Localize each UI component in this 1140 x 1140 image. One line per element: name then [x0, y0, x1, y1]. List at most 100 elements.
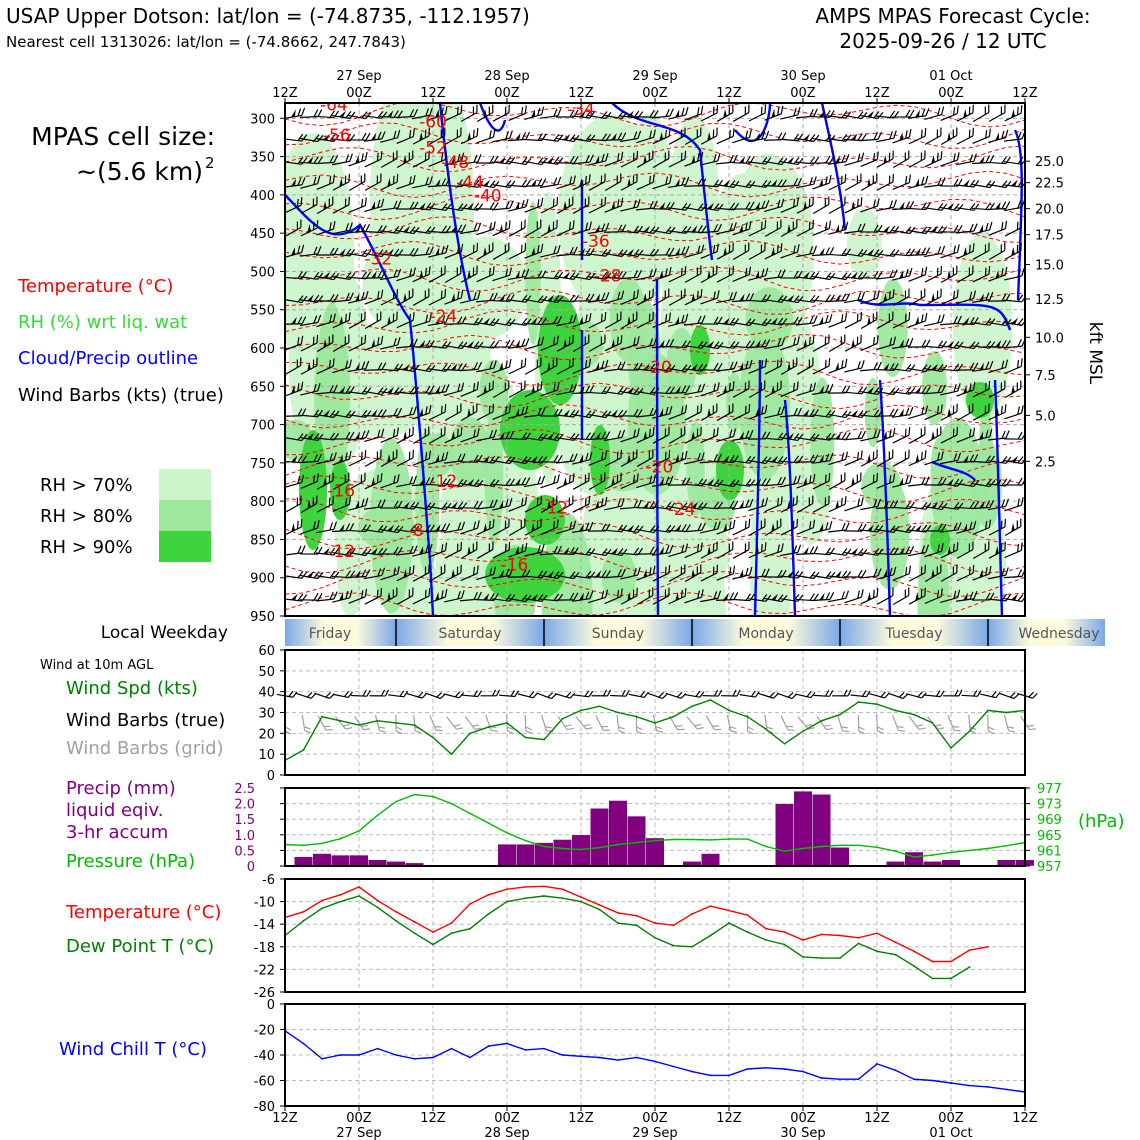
wind-barb: [876, 566, 897, 580]
wind-barb: [604, 173, 622, 192]
wind-barb: [604, 335, 623, 352]
wind-barb: [908, 312, 928, 328]
wind-barb: [285, 133, 308, 142]
dewpoint-line-point: [820, 957, 823, 959]
wind-barb: [539, 271, 564, 280]
wind10-true-barb: [443, 691, 465, 699]
wind-barb: [652, 426, 670, 444]
wind-barb: [332, 472, 350, 491]
y-tick-label: 0: [267, 769, 275, 784]
wind-barb: [300, 196, 318, 214]
isotherm: [285, 498, 1025, 524]
wind-barb: [507, 294, 532, 303]
pressure-line-point: [321, 842, 323, 845]
wind-barb: [651, 108, 674, 119]
wind-barb: [588, 111, 612, 120]
isotherm: [285, 266, 1025, 292]
wind-barb: [764, 105, 784, 121]
dewpoint-line-point: [302, 919, 305, 922]
wind-barb: [988, 567, 1009, 580]
y-tick-label: -40: [254, 1049, 275, 1064]
dewpoint-line-point: [376, 906, 379, 909]
isotherm-label: -56: [323, 126, 351, 146]
wind-barb: [908, 226, 932, 235]
wind-barb: [923, 384, 946, 395]
wind-barb: [844, 197, 863, 214]
wind-barb: [443, 363, 467, 372]
isotherm: [285, 592, 1025, 616]
wind-barb: [668, 364, 692, 373]
wind-barb: [924, 314, 945, 327]
wind-barb: [492, 358, 512, 374]
wind-barb: [700, 564, 719, 582]
wind-barb: [636, 337, 657, 350]
wind-barb: [780, 544, 802, 557]
wind-barb: [523, 407, 546, 418]
wind-barb: [508, 542, 528, 558]
wind-barb: [588, 410, 612, 419]
wind-barb: [460, 242, 479, 260]
isotherm: [285, 360, 1025, 386]
wind-barb: [860, 311, 878, 329]
wind-barb: [748, 380, 766, 399]
wind-barb: [780, 294, 804, 304]
cell-size-label: MPAS cell size:: [31, 122, 215, 151]
isotherm-label: -36: [582, 232, 610, 252]
wind-barb: [444, 590, 465, 603]
wind-barb: [1004, 219, 1023, 237]
dewpoint-line-point: [339, 900, 342, 903]
precip-bar: [904, 851, 924, 867]
wind-barb: [795, 108, 818, 119]
wind-barb: [907, 386, 931, 394]
wind-barb: [1003, 179, 1025, 188]
wind-barb: [620, 248, 644, 258]
temperature-line-point: [358, 886, 360, 888]
wind-barb: [476, 104, 494, 123]
wind-barb: [508, 496, 528, 512]
wind-barb: [828, 272, 852, 281]
y-tick-label: -6: [262, 873, 275, 888]
wind-barb: [348, 111, 372, 120]
precip-tick-label: 2.5: [234, 782, 255, 797]
wind-barb: [987, 430, 1010, 441]
wind-barb: [860, 198, 880, 213]
windchill-line-point: [987, 1085, 989, 1088]
windchill-line-point: [395, 1054, 397, 1056]
wind-barb: [348, 173, 366, 192]
y2-tick-label: 20.0: [1035, 203, 1064, 218]
rh-90-area: [500, 390, 560, 470]
wind-barb: [620, 587, 638, 605]
wind-barb: [828, 496, 847, 513]
wind-barb: [299, 156, 323, 165]
wind-barb: [764, 357, 783, 375]
wind-barb: [380, 449, 398, 468]
pressure-line-point: [746, 838, 749, 840]
wind-barb: [876, 150, 894, 168]
pressure-line-point: [931, 854, 934, 856]
wind-barb: [795, 454, 819, 463]
wind-barb: [460, 565, 479, 582]
wind-barb: [540, 245, 561, 258]
wind-barb: [332, 589, 353, 603]
wind-barb: [747, 156, 772, 165]
wind-barb: [476, 403, 494, 421]
legend-cloud: Cloud/Precip outline: [18, 348, 198, 369]
wind-barb: [668, 266, 687, 283]
wind-barb: [620, 150, 639, 168]
wind-barb: [411, 339, 435, 348]
wind-barb: [364, 289, 384, 305]
x-tick-label: 12Z: [864, 1111, 890, 1126]
wind-barb: [380, 150, 398, 168]
y-tick-label: 50: [258, 665, 275, 680]
weekday-cell: [988, 619, 1105, 646]
wind-speed-line-point: [561, 717, 564, 720]
y-tick-label: 950: [250, 610, 275, 625]
wind-barb: [988, 380, 1006, 398]
wind-barb: [412, 266, 431, 283]
pressure-line-point: [709, 838, 712, 841]
pressure-line-point: [561, 847, 564, 850]
wind-barb: [651, 247, 675, 256]
wind-barb: [572, 312, 592, 328]
wind-barb: [603, 568, 626, 579]
wind10-true-barb: [554, 691, 576, 699]
